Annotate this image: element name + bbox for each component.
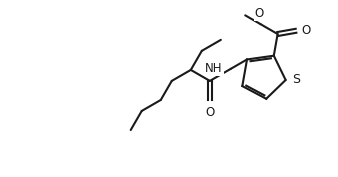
Text: O: O — [255, 7, 264, 20]
Text: O: O — [205, 106, 215, 119]
Text: S: S — [292, 73, 300, 87]
Text: O: O — [301, 24, 310, 37]
Text: NH: NH — [205, 62, 223, 75]
